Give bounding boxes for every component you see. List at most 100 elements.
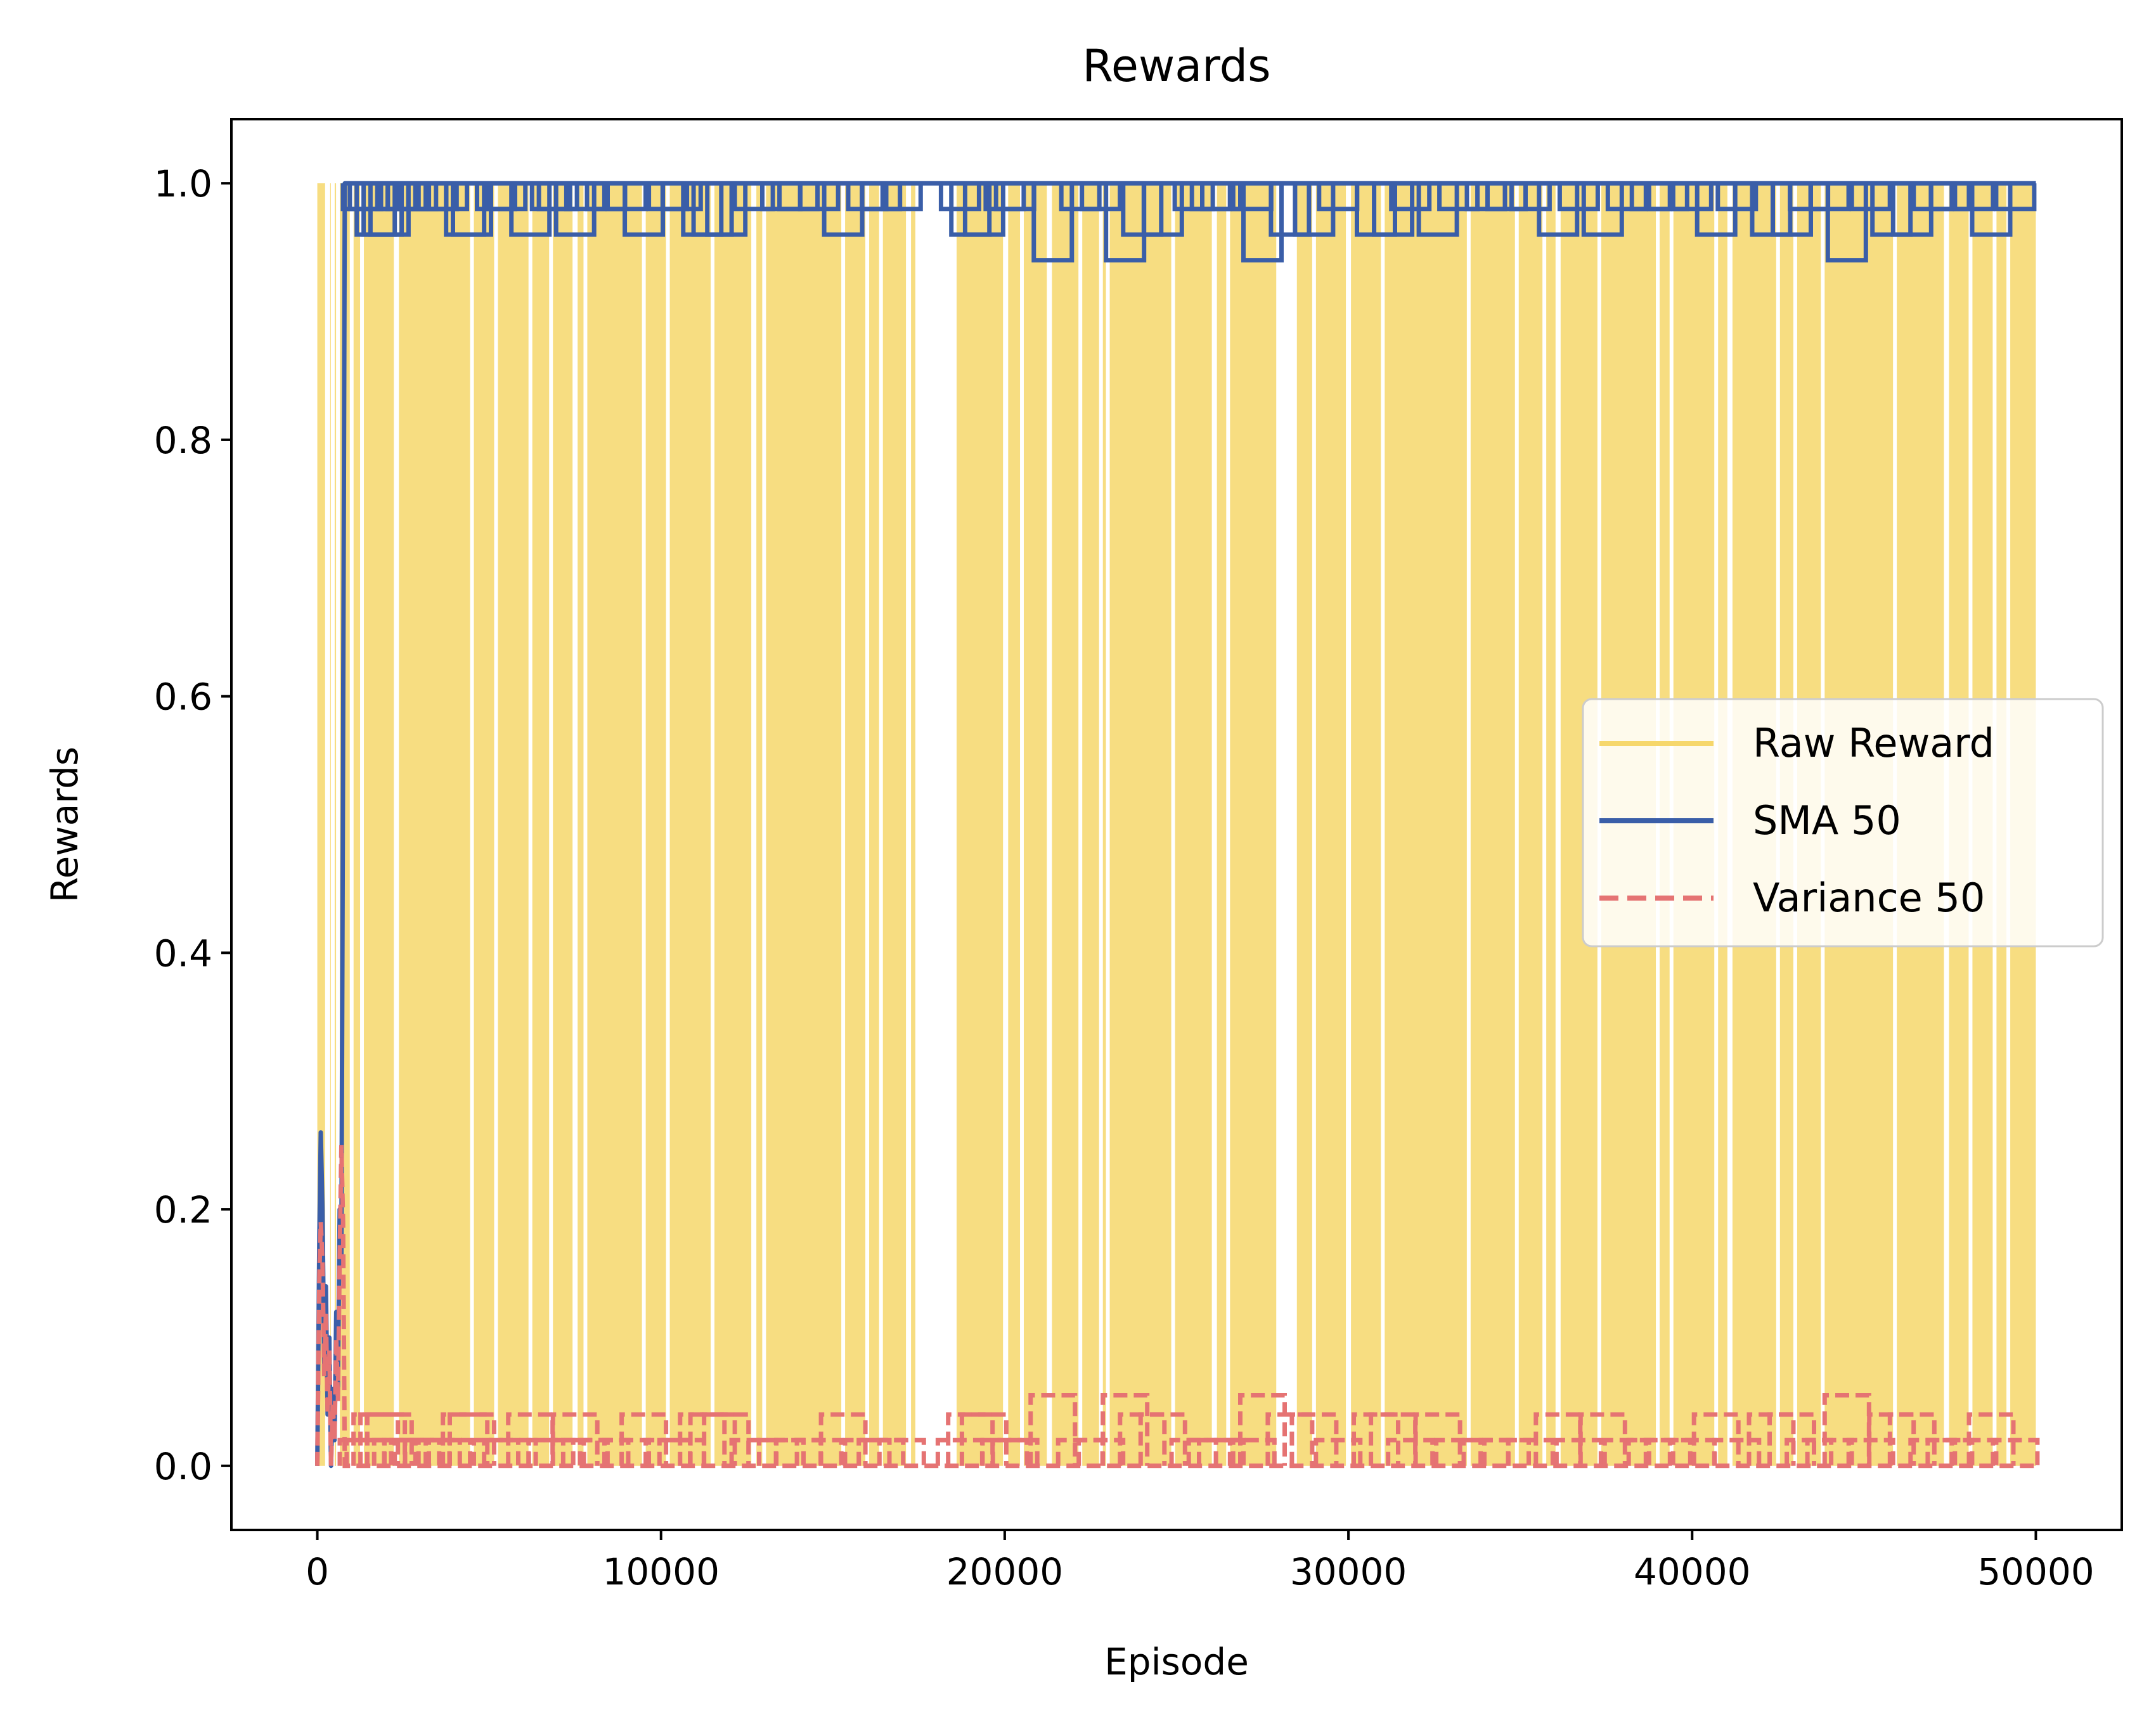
raw-reward-zero-gap — [349, 182, 354, 1467]
sma-50-dip — [1485, 183, 1528, 212]
x-axis-label: Episode — [1104, 1640, 1249, 1683]
y-tick-label: 1.0 — [154, 162, 212, 205]
variance-50-bump — [1186, 1437, 1236, 1466]
raw-reward-zero-gap — [762, 182, 766, 1467]
raw-reward-zero-gap — [666, 182, 670, 1467]
variance-50-bump — [1314, 1437, 1363, 1466]
raw-reward-zero-gap — [330, 182, 335, 1467]
raw-reward-zero-gap — [642, 182, 646, 1467]
variance-50-bump — [1767, 1412, 1816, 1466]
legend: Raw Reward SMA 50 Variance 50 — [1582, 698, 2104, 948]
sma-50-dip — [1605, 183, 1648, 212]
sma-50-dip — [1200, 183, 1243, 212]
legend-box — [1582, 698, 2104, 948]
raw-reward-zero-gap — [1346, 182, 1352, 1467]
raw-reward-zero-gap — [1211, 182, 1217, 1467]
sma-50-dip — [1994, 183, 2037, 212]
y-tick-label: 0.0 — [154, 1445, 212, 1488]
y-axis: 0.0 0.2 0.4 0.6 0.8 1.0 — [154, 162, 231, 1488]
raw-reward-zero-gap — [1381, 182, 1385, 1467]
sma-50-dip — [1241, 183, 1284, 263]
variance-50-bump — [1887, 1412, 1937, 1466]
variance-50-bump — [980, 1437, 1030, 1466]
variance-50-bump — [1822, 1393, 1871, 1466]
variance-50-bump — [946, 1412, 995, 1466]
sma-50-dip — [1928, 183, 1972, 212]
raw-reward-zero-gap — [1047, 182, 1052, 1467]
variance-50-bump — [1028, 1393, 1078, 1466]
sma-50-dip — [1031, 183, 1075, 263]
variance-50-bump — [990, 1437, 1040, 1466]
raw-reward-zero-gap — [711, 182, 715, 1467]
sma-50-dip — [1437, 183, 1480, 212]
legend-label-sma-50: SMA 50 — [1753, 797, 1901, 844]
variance-50-bump — [506, 1412, 555, 1466]
variance-50-bump — [877, 1437, 926, 1466]
y-tick-label: 0.8 — [154, 419, 212, 462]
raw-reward-zero-gap — [583, 182, 588, 1467]
variance-50-bump — [1227, 1437, 1277, 1466]
variance-50-bump — [1691, 1412, 1741, 1466]
sma-50-dip — [1268, 183, 1312, 237]
sma-50-dip — [1825, 183, 1868, 263]
y-axis-label: Rewards — [43, 747, 86, 903]
variance-50-bump — [1352, 1412, 1400, 1466]
raw-reward-zero-gap — [1226, 182, 1230, 1467]
sma-50-dip — [1715, 183, 1759, 212]
variance-50-bump — [1413, 1412, 1462, 1466]
variance-50-bump — [1101, 1393, 1150, 1466]
sma-50-dip — [732, 183, 775, 212]
x-tick-label: 40000 — [1634, 1550, 1751, 1593]
variance-50-bump — [688, 1412, 737, 1466]
raw-reward-zero-gap — [751, 182, 757, 1467]
variance-50-bump — [1991, 1437, 2040, 1466]
raw-reward-zero-gap — [1106, 182, 1110, 1467]
x-tick-label: 30000 — [1290, 1550, 1407, 1593]
variance-50-bump — [1434, 1437, 1483, 1466]
raw-reward-zero-gap — [572, 182, 578, 1467]
variance-50-bump — [365, 1412, 414, 1466]
raw-reward-zero-gap — [1078, 182, 1083, 1467]
raw-reward-zero-gap — [1099, 182, 1103, 1467]
x-tick-label: 10000 — [602, 1550, 720, 1593]
raw-reward-zero-gap — [1003, 182, 1009, 1467]
variance-50-bump — [1238, 1393, 1287, 1466]
variance-50-bump — [602, 1437, 651, 1466]
raw-reward-zero-gap — [1020, 182, 1024, 1467]
sma-50-dip — [1646, 183, 1689, 212]
variance-50-bump — [1578, 1412, 1627, 1466]
variance-50-bump — [550, 1412, 600, 1466]
variance-50-bump — [1506, 1437, 1555, 1466]
sma-50-line — [315, 181, 2036, 1468]
plot-frame — [230, 118, 2123, 1531]
raw-reward-zero-gap — [915, 182, 957, 1467]
legend-label-raw-reward: Raw Reward — [1753, 720, 1994, 766]
y-tick-label: 0.6 — [154, 676, 212, 719]
sma-50-dip — [1670, 183, 1714, 212]
variance-50-bump — [472, 1437, 520, 1466]
y-tick-label: 0.2 — [154, 1188, 212, 1231]
sma-50-dip — [797, 183, 841, 212]
sma-50-dip — [1557, 183, 1600, 212]
raw-reward-zero-gap — [1466, 182, 1471, 1467]
raw-reward-zero-gap — [528, 182, 533, 1467]
variance-50-bump — [1138, 1412, 1187, 1466]
raw-reward-zero-gap — [494, 182, 498, 1467]
raw-reward-zero-gap — [1514, 182, 1519, 1467]
raw-reward-zero-gap — [1171, 182, 1175, 1467]
x-axis: 0 10000 20000 30000 40000 50000 — [306, 1530, 2095, 1593]
x-tick-label: 50000 — [1977, 1550, 2095, 1593]
chart-title: Rewards — [1082, 40, 1270, 92]
variance-50-bump — [533, 1437, 583, 1466]
variance-50-bump — [1712, 1437, 1762, 1466]
variance-50-bump — [702, 1412, 751, 1466]
raw-reward-zero-gap — [1542, 182, 1547, 1467]
variance-50-bump — [1966, 1412, 2016, 1466]
x-tick-label: 0 — [306, 1550, 329, 1593]
sma-50-dip — [938, 183, 981, 212]
raw-reward-zero-gap — [1555, 182, 1561, 1467]
variance-50-bump — [448, 1412, 496, 1466]
variance-50-bump — [1386, 1437, 1435, 1466]
variance-50-bump — [959, 1412, 1009, 1466]
